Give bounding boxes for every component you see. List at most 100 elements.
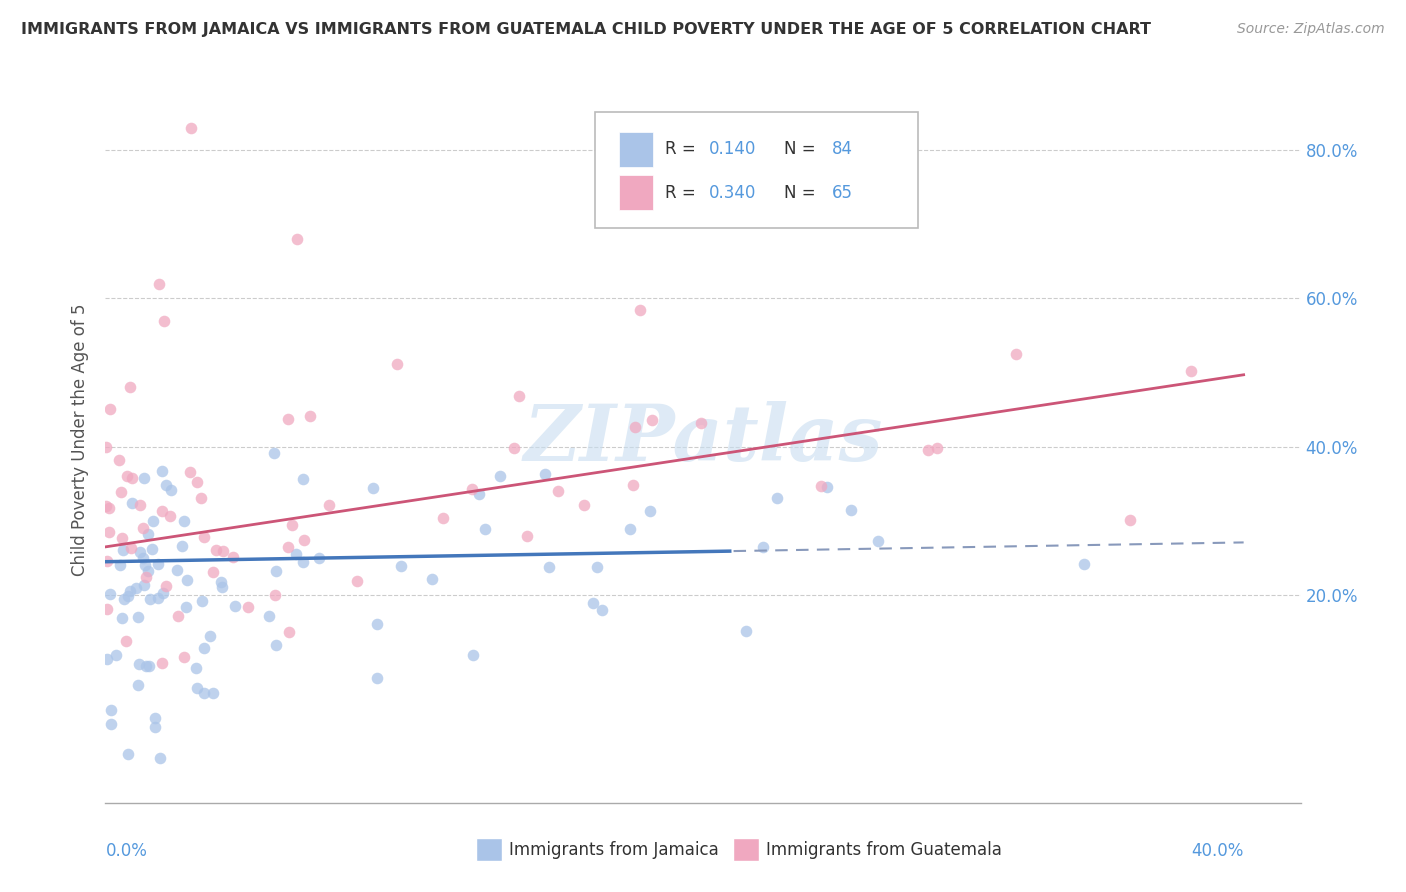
Point [389, 558, 412, 573]
Point [132, 577, 155, 591]
Point [502, 441, 524, 455]
Point [917, 442, 939, 457]
Point [104, 648, 127, 662]
Point [299, 409, 322, 423]
Point [127, 678, 149, 692]
Point [170, 539, 193, 553]
Point [150, 464, 173, 478]
Text: Immigrants from Jamaica: Immigrants from Jamaica [509, 841, 718, 859]
Point [135, 570, 157, 584]
Point [752, 541, 775, 555]
Point [308, 551, 330, 566]
Point [128, 498, 150, 512]
Point [432, 511, 454, 525]
Point [621, 478, 644, 492]
Text: 65: 65 [832, 184, 853, 202]
Point [190, 594, 212, 608]
Point [211, 580, 233, 594]
Point [277, 540, 299, 554]
Point [155, 579, 177, 593]
Point [815, 480, 838, 494]
Point [420, 572, 443, 586]
Point [193, 530, 215, 544]
Point [461, 482, 484, 496]
Point [125, 581, 148, 595]
Point [179, 465, 201, 479]
Point [201, 565, 224, 579]
Point [155, 477, 177, 491]
Point [146, 557, 169, 571]
Point [138, 659, 160, 673]
Text: 0.340: 0.340 [709, 184, 756, 202]
Point [159, 509, 181, 524]
Point [132, 550, 155, 565]
Point [534, 467, 557, 481]
Point [180, 120, 202, 135]
Point [287, 232, 309, 246]
Point [222, 550, 245, 565]
Point [127, 610, 149, 624]
Point [284, 547, 307, 561]
Point [572, 498, 595, 512]
Point [121, 471, 143, 485]
Point [186, 475, 208, 490]
Text: Immigrants from Guatemala: Immigrants from Guatemala [766, 841, 1002, 859]
Point [263, 445, 285, 459]
Point [537, 560, 560, 574]
Point [117, 747, 139, 761]
Point [259, 608, 281, 623]
Point [361, 481, 384, 495]
Point [153, 313, 176, 327]
Bar [475, 838, 502, 861]
Point [489, 469, 512, 483]
Point [212, 544, 235, 558]
Point [96, 652, 118, 666]
Point [150, 656, 173, 670]
Point [139, 591, 162, 606]
Point [143, 720, 166, 734]
Point [159, 483, 181, 498]
Point [198, 629, 221, 643]
Point [224, 599, 246, 614]
Point [468, 487, 491, 501]
Point [765, 491, 787, 506]
Point [108, 453, 131, 467]
Point [100, 703, 122, 717]
Point [108, 558, 131, 573]
Point [619, 522, 641, 536]
Text: IMMIGRANTS FROM JAMAICA VS IMMIGRANTS FROM GUATEMALA CHILD POVERTY UNDER THE AGE: IMMIGRANTS FROM JAMAICA VS IMMIGRANTS FR… [21, 22, 1152, 37]
Point [641, 413, 664, 427]
Point [111, 543, 134, 558]
Point [142, 515, 165, 529]
Point [385, 357, 408, 371]
Point [173, 514, 195, 528]
Point [117, 589, 139, 603]
Point [690, 416, 713, 430]
Point [121, 495, 143, 509]
Point [111, 611, 134, 625]
Point [591, 603, 613, 617]
Point [205, 542, 228, 557]
Point [193, 686, 215, 700]
Point [1180, 364, 1202, 378]
Point [120, 541, 142, 556]
Point [94, 499, 117, 513]
Point [291, 472, 314, 486]
Point [94, 440, 117, 454]
Point [149, 751, 172, 765]
Point [366, 616, 388, 631]
Point [148, 277, 170, 291]
Point [118, 380, 141, 394]
Point [586, 560, 609, 574]
Text: N =: N = [785, 184, 815, 202]
Y-axis label: Child Poverty Under the Age of 5: Child Poverty Under the Age of 5 [72, 303, 90, 575]
Text: 40.0%: 40.0% [1191, 842, 1244, 860]
Point [96, 601, 118, 615]
Point [112, 592, 135, 607]
Text: 0.140: 0.140 [709, 140, 756, 158]
Point [508, 389, 530, 403]
Point [318, 498, 340, 512]
Point [98, 525, 121, 540]
Point [173, 650, 195, 665]
Point [236, 600, 259, 615]
